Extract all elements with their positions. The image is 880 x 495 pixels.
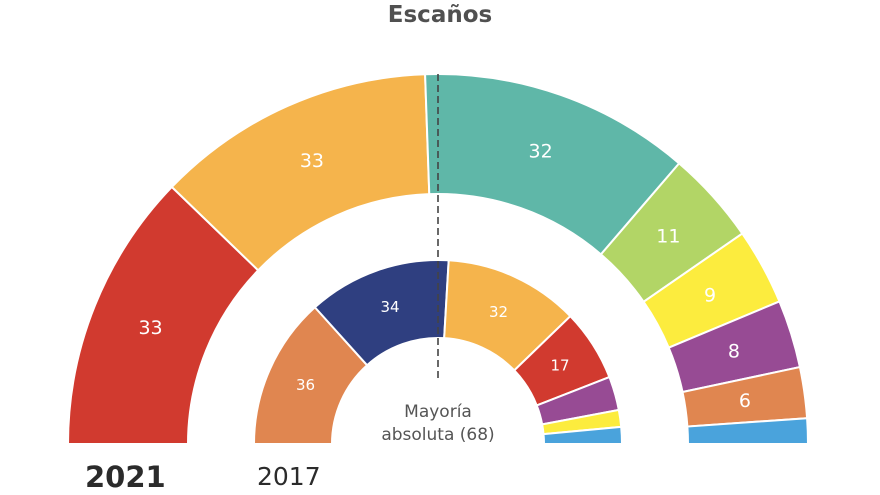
segment-label-2021-4: 9 (704, 284, 716, 306)
segment-2021-7 (686, 417, 810, 445)
ring-2017: 36 34 32 17 (252, 259, 624, 445)
segment-2017-6 (542, 425, 624, 445)
segment-label-2017-1: 34 (380, 298, 399, 316)
segment-label-2017-3: 17 (551, 357, 570, 375)
year-label-2017: 2017 (257, 462, 321, 491)
year-label-2021: 2021 (85, 460, 166, 494)
segment-label-2021-0: 33 (138, 317, 162, 339)
majority-label: Mayoría absoluta (68) (381, 402, 495, 445)
segment-label-2017-0: 36 (296, 376, 315, 394)
segment-label-2021-2: 32 (529, 140, 553, 162)
segment-label-2021-3: 11 (656, 226, 680, 248)
segment-label-2017-2: 32 (489, 303, 508, 321)
ring-2021: 33 33 32 11 9 8 6 (66, 73, 810, 445)
chart-title: Escaños (387, 2, 493, 28)
segment-label-2021-6: 6 (739, 390, 751, 412)
segment-label-2021-1: 33 (300, 150, 324, 172)
segment-label-2021-5: 8 (728, 341, 740, 363)
